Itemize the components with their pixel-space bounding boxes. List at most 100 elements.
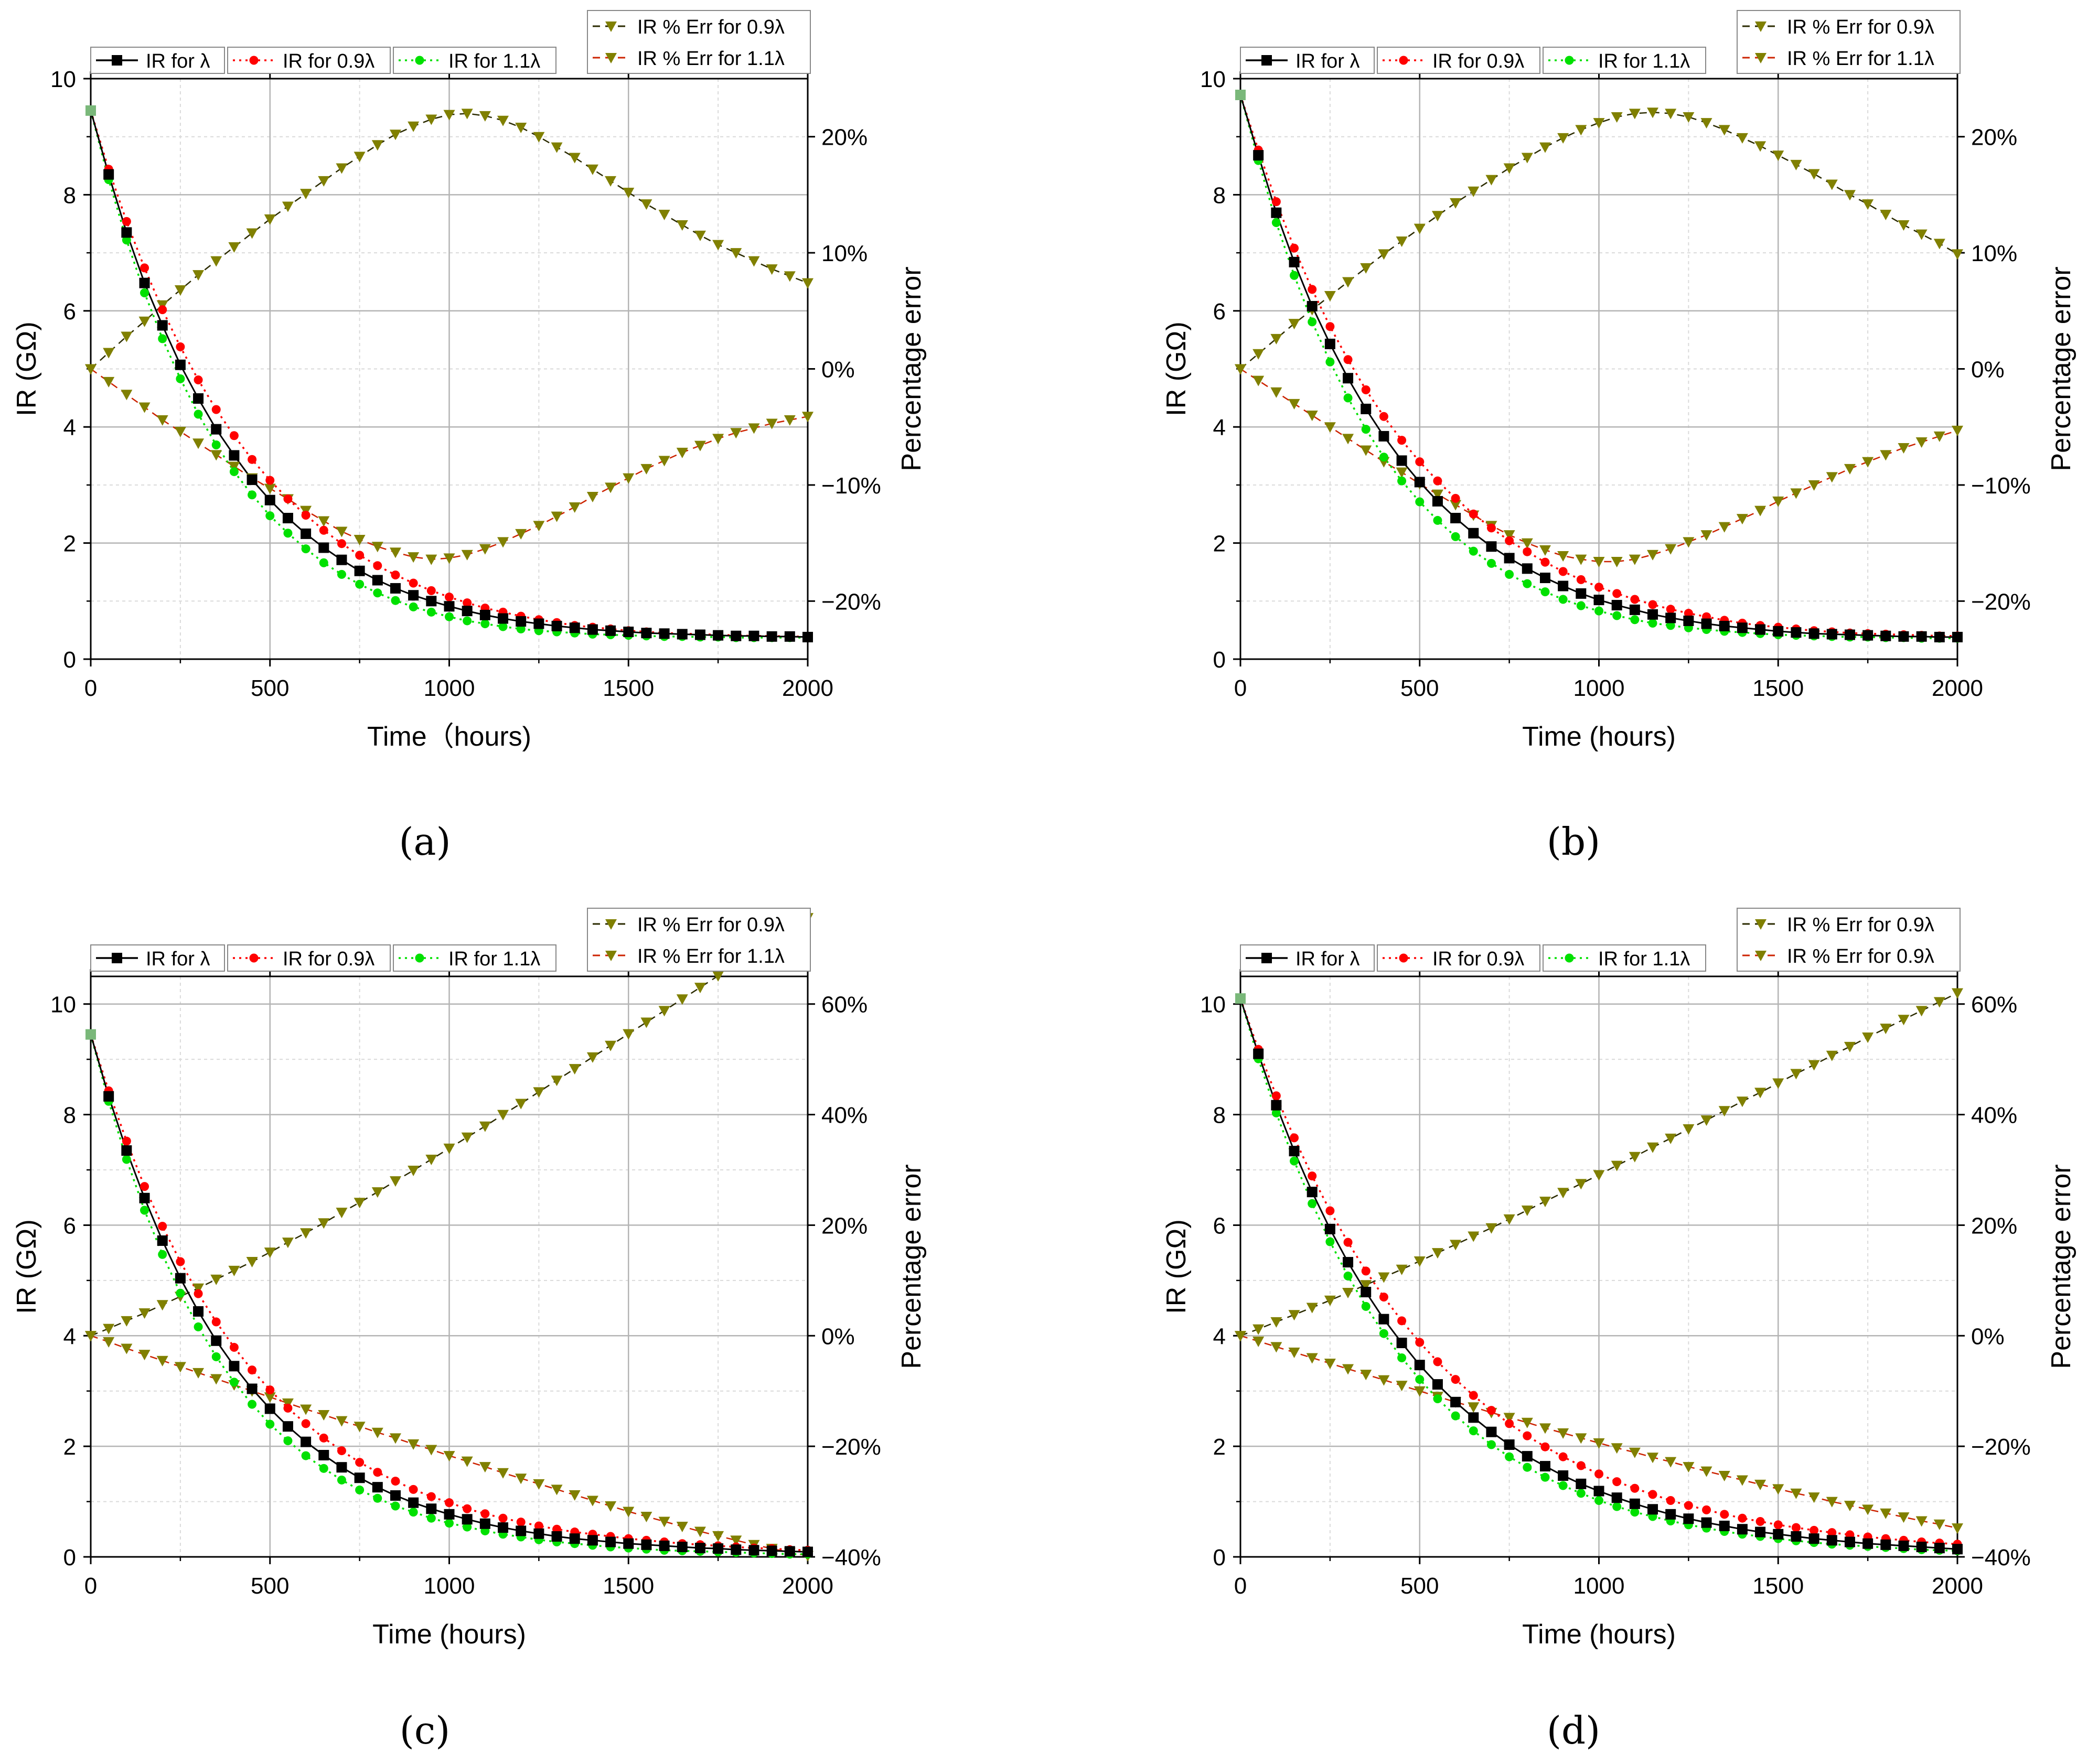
- panel-label-a: (a): [399, 820, 451, 864]
- y2-tick-label: 10%: [1971, 241, 2017, 266]
- series-3-point: [1361, 1302, 1371, 1311]
- series-4-point: [1700, 118, 1712, 129]
- series-1-point: [175, 1273, 186, 1284]
- series-3-point: [319, 558, 328, 567]
- series-3-point: [1469, 546, 1478, 556]
- panel-label-c: (c): [400, 1708, 451, 1752]
- y-tick-label: 8: [63, 1103, 76, 1128]
- series-4-point: [1414, 223, 1426, 234]
- series-3-point: [1308, 1199, 1317, 1208]
- series-3-point: [355, 1485, 365, 1494]
- legend-box-right: [587, 10, 811, 74]
- series-1-point: [1235, 993, 1246, 1004]
- series-2-point: [1308, 285, 1317, 294]
- series-1-point: [139, 1192, 150, 1203]
- series-2-point: [229, 431, 239, 440]
- series-1-point: [1522, 563, 1533, 574]
- series-2-point: [445, 593, 454, 602]
- series-3-point: [355, 579, 365, 589]
- series-3-point: [1630, 615, 1640, 625]
- series-1-point: [1826, 1535, 1837, 1546]
- legend-box: [1543, 944, 1706, 972]
- series-5-point: [640, 464, 652, 475]
- series-1-point: [605, 625, 616, 636]
- series-1-point: [1396, 455, 1407, 466]
- series-1-point: [85, 1029, 96, 1040]
- series-3-point: [1576, 601, 1586, 610]
- series-1-point: [1361, 403, 1372, 414]
- y-axis-title: IR (GΩ): [1161, 321, 1192, 416]
- series-5-point: [676, 1522, 688, 1533]
- series-5-point: [1665, 1457, 1677, 1468]
- series-5-point: [479, 544, 491, 555]
- series-2-point: [1379, 412, 1388, 421]
- legend-label-right: IR % Err for 1.1λ: [637, 48, 785, 70]
- legend-label-right: IR % Err for 0.9λ: [637, 16, 785, 38]
- series-4-point: [1503, 1214, 1515, 1225]
- legend-marker-right: [1755, 21, 1766, 32]
- series-2-point: [1271, 1091, 1281, 1101]
- series-4-point: [1324, 1295, 1336, 1306]
- series-5-point: [192, 438, 205, 449]
- series-1-point: [1629, 1498, 1640, 1509]
- series-4-point: [658, 210, 670, 221]
- series-1-point: [211, 424, 222, 435]
- series-2-point: [373, 561, 382, 571]
- series-2-point: [1433, 476, 1442, 486]
- series-5-point: [1880, 1508, 1892, 1519]
- series-4-point: [712, 971, 724, 982]
- series-3-point: [445, 1519, 454, 1528]
- series-5-point: [354, 534, 366, 545]
- series-5-point: [1521, 1417, 1533, 1428]
- series-4-point: [623, 1029, 635, 1040]
- series-5-point: [1647, 1453, 1659, 1464]
- y-tick-label: 8: [1213, 182, 1226, 208]
- series-2-point: [1648, 1490, 1657, 1499]
- series-3-point: [122, 235, 131, 245]
- series-4-point: [676, 220, 688, 231]
- series-3-point: [1469, 1426, 1478, 1436]
- series-3-point: [1451, 1411, 1460, 1421]
- series-3-point: [1379, 453, 1388, 462]
- series-2-point: [480, 1509, 490, 1519]
- x-tick-label: 0: [84, 675, 97, 701]
- series-4-point: [1754, 1088, 1766, 1099]
- series-1-point: [1539, 573, 1550, 584]
- series-3-point: [391, 1501, 400, 1511]
- series-4-point: [730, 248, 742, 259]
- x-tick-label: 1000: [424, 675, 475, 701]
- x-tick-label: 1500: [1752, 1573, 1804, 1599]
- series-5-point: [586, 1496, 598, 1507]
- series-2-point: [1684, 1501, 1693, 1510]
- series-2-point: [1361, 385, 1371, 394]
- series-3-point: [1594, 606, 1603, 616]
- series-5-point: [210, 450, 222, 461]
- y-axis-title: IR (GΩ): [12, 321, 42, 416]
- x-tick-label: 0: [1234, 675, 1247, 701]
- series-3-point: [176, 374, 185, 383]
- series-4-point: [1539, 1197, 1551, 1208]
- series-2-point: [1612, 1477, 1622, 1487]
- series-5-point: [1952, 1523, 1963, 1534]
- series-1-point: [1880, 1539, 1891, 1550]
- series-3-point: [176, 1288, 185, 1298]
- series-1-point: [354, 565, 365, 576]
- series-5-point: [1700, 530, 1712, 541]
- series-5-point: [1521, 538, 1533, 549]
- series-3-point: [1271, 1108, 1281, 1117]
- x-tick-label: 1500: [603, 675, 654, 701]
- y-tick-label: 10: [1200, 67, 1226, 92]
- y-tick-label: 2: [1213, 1434, 1226, 1460]
- series-5-point: [515, 529, 527, 540]
- series-1-point: [1343, 373, 1354, 384]
- series-5-point: [533, 521, 545, 532]
- series-1-point: [139, 277, 150, 288]
- series-1-point: [390, 583, 401, 594]
- series-1-point: [659, 1540, 670, 1551]
- series-5-point: [1378, 1375, 1390, 1386]
- series-1-point: [1324, 338, 1335, 349]
- series-4-point: [1665, 109, 1677, 120]
- series-1-point: [1289, 256, 1300, 267]
- series-3-point: [1486, 558, 1496, 568]
- legend-marker: [1565, 56, 1574, 65]
